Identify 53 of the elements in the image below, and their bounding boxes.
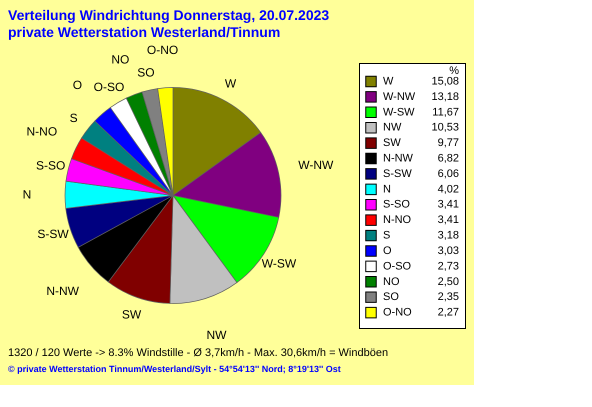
slice-label: N-NO <box>26 124 58 138</box>
legend-label: W-SW <box>383 106 416 118</box>
legend-label: N <box>383 183 391 196</box>
legend-label: S-SW <box>383 168 412 180</box>
slice-label: W <box>224 76 237 90</box>
data-label: 10,53 <box>431 122 459 134</box>
legend-label: W <box>383 75 394 88</box>
data-label: 3,03 <box>438 244 459 257</box>
data-label: 15,08 <box>431 75 459 88</box>
slice-label: W-NW <box>298 158 334 172</box>
legend-label: S <box>383 230 390 242</box>
slice-label: SO <box>137 65 155 80</box>
slice-label: O-NO <box>146 42 178 57</box>
legend-label: SW <box>383 137 402 150</box>
slice-label: S-SO <box>36 158 66 172</box>
legend-label: N-NW <box>383 152 414 165</box>
legend-label: O <box>383 244 392 257</box>
slice-label: W-SW <box>262 256 297 271</box>
legend-label: O-SO <box>383 260 412 272</box>
chart-title: Verteilung Windrichtung Donnerstag, 20.07.2023 <box>8 6 330 23</box>
data-label: 2,50 <box>438 276 459 288</box>
chart-subtitle: private Wetterstation Westerland/Tinnum <box>8 24 280 40</box>
data-label: 3,41 <box>438 214 459 226</box>
legend-label: SO <box>383 291 400 304</box>
legend-label: O-NO <box>383 306 412 319</box>
text: © private Wetterstation Tinnum/Westerland/Sylt - 54°54'13'' Nord; 8°19'13'' Ost <box>8 364 341 374</box>
legend-label: NW <box>383 122 402 134</box>
legend-label: NO <box>383 276 400 288</box>
slice-label: O <box>72 78 82 92</box>
slice-label: S-SW <box>37 226 70 241</box>
data-label: 2,35 <box>438 291 459 304</box>
slice-label: S <box>70 111 78 126</box>
legend-label: S-SO <box>383 198 410 211</box>
legend-title: % <box>449 65 460 77</box>
legend-label: W-NW <box>383 90 416 103</box>
slice-label: O-SO <box>94 80 124 94</box>
data-label: 2,73 <box>438 260 459 272</box>
slice-label: N <box>22 187 32 202</box>
data-label: 9,77 <box>438 137 459 150</box>
slice-label: N-NW <box>46 284 80 298</box>
data-label: 3,41 <box>438 198 459 211</box>
data-label: 3,18 <box>438 230 459 242</box>
slice-label: SW <box>122 307 142 322</box>
data-label: 13,18 <box>431 90 459 103</box>
slice-label: NO <box>111 52 130 66</box>
data-label: 6,82 <box>438 152 459 165</box>
data-label: 4,02 <box>438 183 459 196</box>
text: 1320 / 120 Werte -> 8.3% Windstille - Ø 3,7km/h - Max. 30,6km/h = Windböen <box>8 347 388 359</box>
slice-label: NW <box>206 328 228 342</box>
legend-label: N-NO <box>383 214 412 226</box>
data-label: 6,06 <box>438 168 459 180</box>
data-label: 2,27 <box>438 306 459 319</box>
data-label: 11,67 <box>432 106 459 118</box>
